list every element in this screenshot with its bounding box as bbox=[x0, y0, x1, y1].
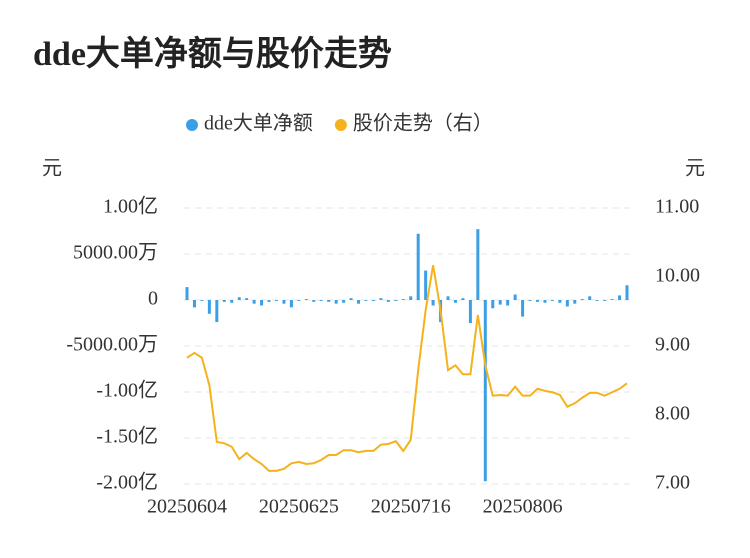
y2-axis-label: 元 bbox=[685, 158, 705, 180]
bar bbox=[379, 298, 383, 300]
bar bbox=[491, 300, 495, 309]
bar bbox=[394, 300, 398, 301]
bar bbox=[565, 300, 569, 307]
bar bbox=[207, 300, 211, 314]
bar bbox=[245, 298, 249, 300]
bar bbox=[289, 300, 293, 308]
y-tick-label: 5000.00万 bbox=[73, 242, 158, 264]
bar bbox=[312, 300, 316, 302]
bar bbox=[334, 300, 338, 304]
legend-marker bbox=[186, 119, 198, 131]
bar bbox=[610, 299, 614, 300]
bar bbox=[192, 300, 196, 308]
y2-tick-label: 7.00 bbox=[655, 472, 690, 494]
bar bbox=[409, 296, 413, 300]
bar bbox=[618, 295, 622, 300]
bar bbox=[416, 233, 420, 300]
bar bbox=[498, 300, 502, 305]
bar bbox=[521, 300, 525, 317]
bar bbox=[282, 300, 286, 304]
bar bbox=[230, 300, 234, 303]
y-tick-label: 0 bbox=[148, 288, 158, 310]
bar bbox=[453, 300, 457, 303]
bar bbox=[222, 300, 226, 302]
y2-tick-label: 11.00 bbox=[655, 196, 699, 218]
bar bbox=[550, 300, 554, 301]
bar bbox=[215, 300, 219, 323]
x-tick-label: 20250806 bbox=[483, 496, 563, 518]
bar bbox=[424, 270, 428, 300]
bar bbox=[357, 300, 361, 304]
bar bbox=[237, 297, 241, 300]
bar bbox=[513, 294, 517, 300]
bar bbox=[401, 299, 405, 300]
bar bbox=[304, 299, 308, 300]
bar bbox=[274, 300, 278, 301]
bar bbox=[431, 300, 435, 306]
y-tick-label: -5000.00万 bbox=[66, 334, 158, 356]
y-tick-label: 1.00亿 bbox=[103, 195, 158, 218]
y2-tick-label: 8.00 bbox=[655, 403, 690, 425]
bar bbox=[528, 300, 532, 301]
y-tick-label: -2.00亿 bbox=[96, 471, 158, 494]
legend-label: dde大单净额 bbox=[204, 112, 313, 135]
bar bbox=[342, 300, 346, 303]
price-line bbox=[186, 265, 628, 472]
bar bbox=[364, 300, 368, 301]
legend-marker bbox=[334, 119, 347, 131]
bar bbox=[446, 296, 450, 300]
bar bbox=[386, 300, 390, 302]
bar bbox=[536, 300, 540, 302]
bar bbox=[461, 298, 465, 300]
x-tick-label: 20250625 bbox=[259, 496, 339, 518]
y-tick-label: -1.00亿 bbox=[96, 379, 158, 402]
bar bbox=[297, 300, 301, 301]
bar bbox=[327, 300, 331, 302]
y-axis-label: 元 bbox=[42, 158, 62, 180]
bar bbox=[468, 300, 472, 323]
bar bbox=[588, 296, 592, 300]
bar bbox=[260, 300, 264, 306]
y2-tick-label: 10.00 bbox=[655, 265, 700, 287]
bar bbox=[252, 300, 256, 304]
bar bbox=[573, 300, 577, 304]
bar bbox=[558, 300, 562, 303]
bar bbox=[483, 300, 487, 482]
y2-tick-label: 9.00 bbox=[655, 334, 690, 356]
chart-title: dde大单净额与股价走势 bbox=[33, 35, 392, 73]
y-tick-label: -1.50亿 bbox=[96, 425, 158, 448]
bar bbox=[543, 300, 547, 303]
bar bbox=[625, 285, 629, 300]
bar bbox=[506, 300, 510, 306]
bar bbox=[185, 287, 189, 300]
bar bbox=[267, 300, 271, 302]
bar bbox=[595, 300, 599, 301]
bar bbox=[371, 300, 375, 301]
bar bbox=[319, 300, 323, 301]
legend-label: 股价走势（右） bbox=[353, 112, 493, 135]
x-tick-label: 20250716 bbox=[371, 496, 451, 518]
bar bbox=[349, 298, 353, 300]
bar bbox=[200, 300, 204, 301]
bar bbox=[580, 299, 584, 300]
bar bbox=[476, 229, 480, 300]
bar bbox=[603, 300, 607, 301]
x-tick-label: 20250604 bbox=[147, 496, 227, 518]
